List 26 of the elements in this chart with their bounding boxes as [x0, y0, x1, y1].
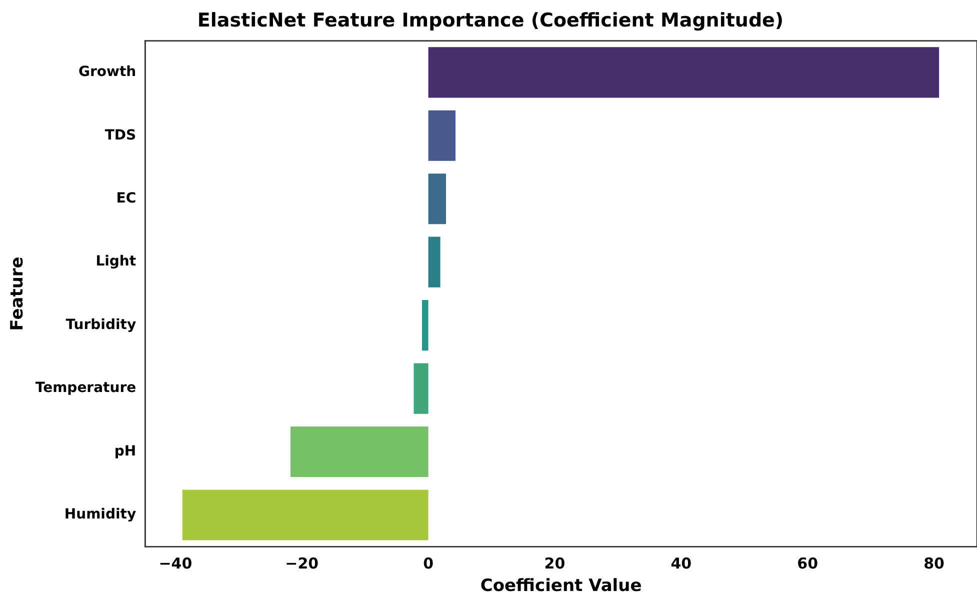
bar [414, 363, 428, 414]
bar [428, 174, 446, 224]
x-tick-label: 0 [423, 554, 434, 572]
bar [422, 300, 428, 351]
x-tick-label: −20 [285, 554, 319, 572]
bar [182, 490, 428, 540]
x-tick-label: −40 [158, 554, 192, 572]
y-tick-label: Light [96, 254, 136, 270]
bar [428, 110, 456, 161]
y-tick-label: Turbidity [66, 316, 136, 333]
y-tick-label: TDS [104, 127, 136, 144]
bar [428, 47, 940, 98]
y-tick-label: EC [116, 190, 136, 207]
y-tick-label: Humidity [64, 506, 136, 523]
x-tick-label: 80 [924, 554, 944, 572]
y-tick-label: pH [114, 443, 136, 460]
x-axis-title: Coefficient Value [480, 576, 642, 596]
y-tick-label: Growth [78, 64, 136, 80]
y-tick-label: Temperature [35, 380, 136, 396]
x-tick-label: 40 [670, 554, 692, 572]
y-axis-title: Feature [8, 256, 28, 331]
x-tick-label: 60 [797, 554, 818, 572]
x-tick-label: 20 [544, 554, 566, 572]
bar [290, 426, 428, 478]
bar [428, 236, 440, 288]
chart-title: ElasticNet Feature Importance (Coefficient Magnitude) [197, 9, 784, 32]
